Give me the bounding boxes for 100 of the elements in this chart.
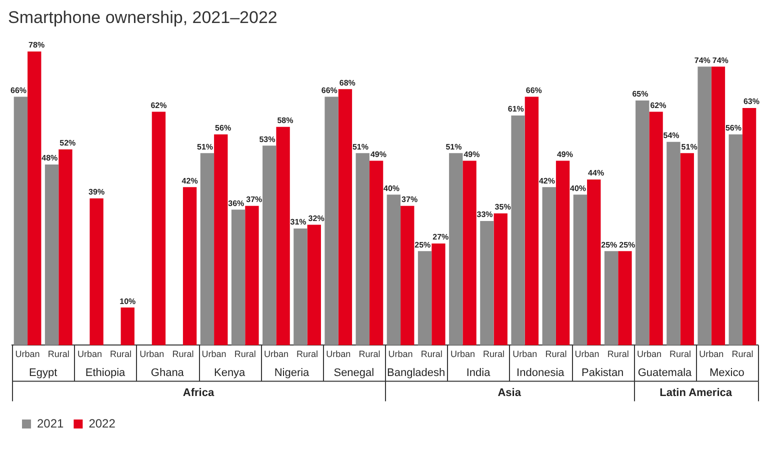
text: Egypt: [29, 367, 58, 380]
data-label: 35%: [494, 202, 511, 212]
data-label: 56%: [725, 124, 742, 133]
text: Latin America: [660, 387, 733, 400]
data-label: 74%: [712, 56, 728, 65]
data-label: 52%: [60, 138, 76, 148]
x-tick-label: Rural: [545, 349, 567, 360]
data-label: 58%: [277, 116, 294, 126]
bar: [698, 66, 712, 346]
bar: [245, 206, 259, 346]
bar: [28, 52, 42, 346]
data-label: 25%: [619, 240, 636, 250]
x-tick-label: Rural: [358, 349, 380, 360]
bar: [262, 146, 276, 346]
bar: [680, 153, 694, 346]
data-label: 25%: [601, 240, 618, 250]
bar: [400, 206, 414, 346]
data-label: 39%: [88, 188, 105, 197]
data-label: 62%: [150, 100, 167, 110]
data-label: 63%: [743, 97, 760, 106]
data-label: 49%: [370, 150, 386, 159]
legend-label: 2021: [37, 416, 64, 430]
data-label: 48%: [42, 154, 58, 163]
x-tick-label: Urban: [202, 349, 226, 360]
bar: [449, 153, 463, 346]
bar: [182, 187, 197, 346]
text: Nigeria: [274, 367, 310, 380]
bar: [480, 220, 494, 346]
data-label: 65%: [632, 90, 648, 99]
bar: [338, 89, 352, 346]
data-label: 68%: [339, 78, 356, 88]
bar: [294, 228, 308, 346]
bar: [432, 244, 446, 346]
bar: [324, 96, 338, 346]
x-tick-label: Rural: [172, 349, 194, 360]
x-tick-label: Urban: [574, 349, 600, 360]
text: Pakistan: [581, 367, 624, 380]
data-label: 66%: [10, 86, 27, 95]
legend-label: 2022: [88, 416, 116, 430]
data-label: 42%: [182, 176, 198, 186]
bar: [587, 180, 601, 346]
bar: [524, 96, 539, 346]
data-label: 56%: [215, 124, 232, 133]
bar: [44, 164, 59, 346]
x-tick-label: Rural: [234, 349, 256, 360]
bar: [604, 251, 618, 346]
x-tick-label: Urban: [15, 349, 40, 360]
text: Ethiopia: [85, 367, 126, 380]
text: India: [466, 367, 492, 380]
data-label: 27%: [432, 232, 449, 242]
data-label: 10%: [120, 296, 136, 306]
bar: [386, 194, 401, 346]
bar: [618, 251, 632, 346]
bar: [511, 116, 525, 346]
bar: [369, 160, 384, 346]
data-label: 36%: [228, 198, 244, 208]
bar: [231, 210, 246, 346]
data-label: 51%: [352, 142, 368, 152]
bar: [542, 187, 556, 346]
bar: [649, 112, 663, 346]
data-label: 51%: [681, 142, 698, 152]
bar: [636, 100, 650, 346]
bar: [742, 108, 756, 346]
bar: [200, 153, 214, 346]
x-tick-label: Rural: [670, 349, 692, 360]
text: Bangladesh: [387, 367, 446, 380]
bar: [556, 160, 570, 346]
data-label: 42%: [538, 176, 555, 186]
data-label: 33%: [476, 210, 493, 220]
data-label: 40%: [570, 184, 586, 193]
bar: [276, 126, 290, 346]
bar: [494, 213, 508, 346]
x-tick-label: Urban: [77, 349, 102, 360]
data-label: 51%: [446, 142, 462, 152]
text: Indonesia: [516, 367, 566, 380]
bar: [356, 153, 370, 346]
bar: [120, 308, 134, 346]
data-label: 37%: [402, 195, 418, 204]
data-label: 53%: [259, 134, 276, 144]
x-tick-label: Rural: [420, 349, 442, 360]
x-tick-label: Urban: [699, 349, 724, 360]
data-label: 25%: [414, 240, 431, 250]
data-label: 40%: [384, 184, 400, 193]
x-tick-label: Urban: [140, 349, 164, 360]
bar: [58, 149, 72, 346]
x-tick-label: Rural: [607, 349, 629, 360]
text: Mexico: [709, 367, 744, 380]
data-label: 66%: [526, 86, 542, 95]
data-label: 31%: [290, 218, 306, 227]
bar: [462, 160, 476, 346]
x-tick-label: Rural: [732, 349, 754, 360]
text: Guatemala: [638, 367, 693, 380]
x-tick-label: Rural: [296, 349, 318, 360]
text: Asia: [498, 387, 522, 400]
x-tick-label: Rural: [483, 349, 505, 360]
bar: [307, 224, 321, 346]
x-tick-label: Urban: [264, 349, 288, 360]
bar: [666, 142, 680, 346]
data-label: 49%: [556, 150, 573, 159]
text: Ghana: [150, 367, 185, 380]
